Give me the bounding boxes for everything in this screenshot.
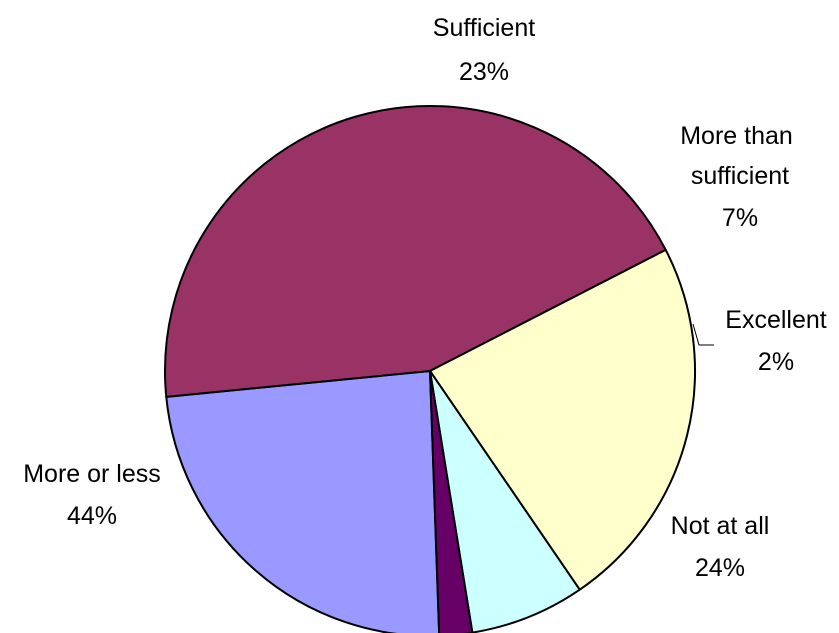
- slice-label-more-than-sufficient: More than sufficient: [680, 122, 800, 190]
- pie-slice-more-or-less: [163, 104, 667, 398]
- pie-slice-sufficient: [429, 248, 696, 591]
- slice-value-more-or-less: 44%: [67, 502, 117, 530]
- slice-label-more-than-sufficient-line1: More than: [680, 122, 793, 150]
- slice-label-more-or-less: More or less: [23, 460, 161, 488]
- slice-value-more-than-sufficient: 7%: [722, 204, 758, 232]
- pie-slice-not-at-all: [165, 370, 441, 633]
- slice-value-not-at-all: 24%: [695, 554, 745, 582]
- slice-value-sufficient: 23%: [459, 58, 509, 86]
- slice-label-more-than-sufficient-line2: sufficient: [691, 162, 789, 190]
- pie-slices: [163, 104, 696, 633]
- slice-label-excellent: Excellent: [725, 306, 826, 334]
- pie-slice-more-than-sufficient: [429, 370, 581, 633]
- excellent-leader-line: [692, 323, 714, 346]
- slice-value-excellent: 2%: [758, 348, 794, 376]
- slice-label-sufficient: Sufficient: [433, 14, 535, 42]
- slice-label-not-at-all: Not at all: [671, 512, 770, 540]
